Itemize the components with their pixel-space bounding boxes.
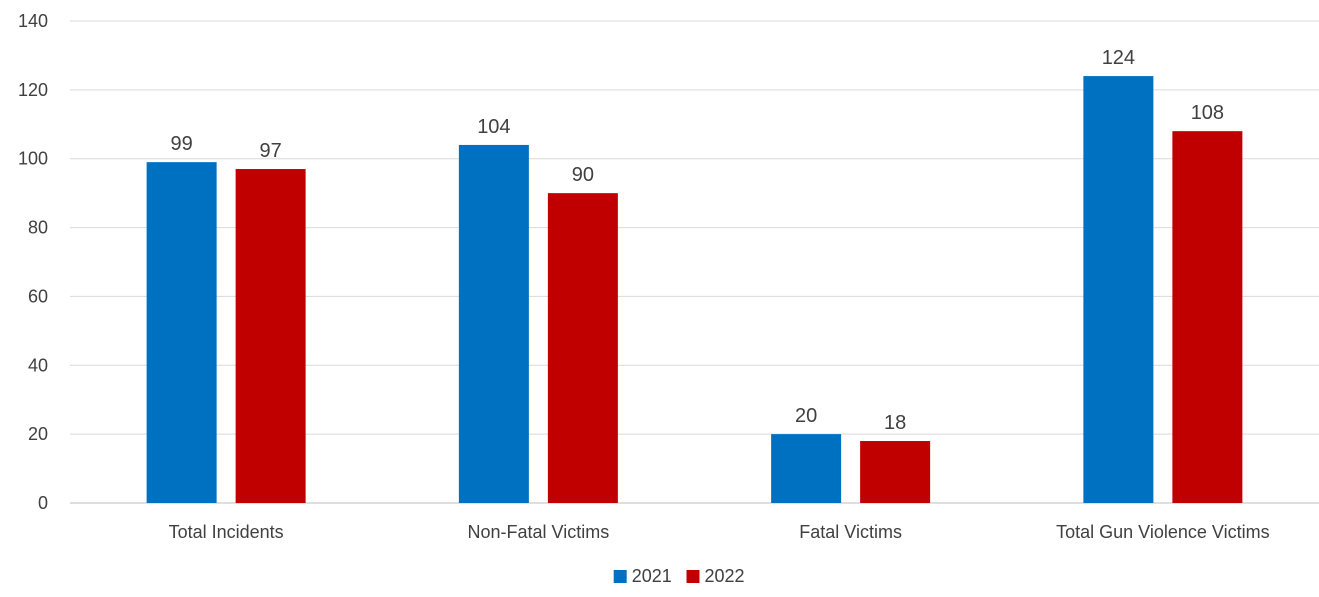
x-axis-category-labels: Total Incidents Non-Fatal Victims Fatal Vi… — [169, 522, 1270, 542]
data-label-2021-1: 104 — [477, 116, 510, 138]
bar-2021-3 — [1083, 76, 1154, 503]
data-label-2021-0: 99 — [171, 133, 193, 155]
x-category-label: Fatal Victims — [799, 522, 902, 542]
bar-2022-1 — [547, 193, 618, 503]
data-label-2022-3: 108 — [1191, 102, 1224, 124]
y-tick-label: 100 — [18, 149, 48, 169]
y-tick-label: 120 — [18, 80, 48, 100]
x-category-label: Total Incidents — [169, 522, 284, 542]
y-tick-label: 20 — [28, 424, 48, 444]
legend-swatch — [686, 570, 700, 583]
bar-2021-0 — [146, 162, 217, 503]
data-label-2022-2: 18 — [884, 412, 906, 434]
legend-item-2021: 2021 — [613, 566, 672, 586]
legend-label: 2021 — [632, 566, 672, 586]
data-label-2021-2: 20 — [795, 405, 817, 427]
y-tick-label: 40 — [28, 355, 48, 375]
y-axis-tick-labels: 0 20 40 60 80 100 120 140 — [18, 11, 48, 513]
y-tick-label: 60 — [28, 286, 48, 306]
y-tick-label: 80 — [28, 218, 48, 238]
data-label-2021-3: 124 — [1102, 47, 1135, 69]
x-category-label: Non-Fatal Victims — [468, 522, 610, 542]
bars — [146, 76, 1243, 504]
bar-2022-3 — [1172, 131, 1243, 503]
legend-item-2022: 2022 — [686, 566, 745, 586]
legend: 2021 2022 — [613, 566, 745, 586]
x-category-label: Total Gun Violence Victims — [1056, 522, 1269, 542]
legend-label: 2022 — [705, 566, 745, 586]
bar-2021-2 — [771, 434, 842, 503]
bar-2022-0 — [235, 169, 306, 504]
data-label-2022-0: 97 — [260, 140, 282, 162]
y-tick-label: 140 — [18, 11, 48, 31]
data-label-2022-1: 90 — [572, 164, 594, 186]
data-labels: 99 97 104 90 20 18 124 108 — [171, 47, 1225, 434]
bar-2022-2 — [860, 441, 931, 503]
y-tick-label: 0 — [38, 493, 48, 513]
legend-swatch — [613, 570, 627, 583]
bar-2021-1 — [458, 144, 529, 503]
